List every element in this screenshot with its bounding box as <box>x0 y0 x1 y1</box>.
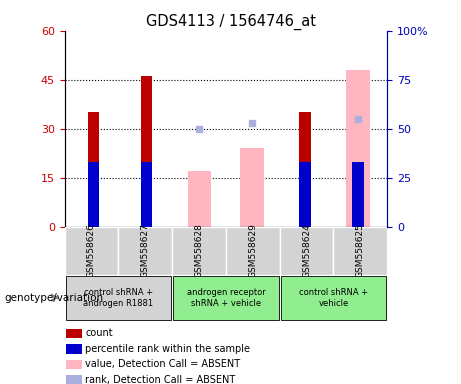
Bar <box>300 162 311 227</box>
Bar <box>66 344 82 354</box>
FancyBboxPatch shape <box>333 227 387 275</box>
Bar <box>352 162 364 227</box>
Text: control shRNA +
vehicle: control shRNA + vehicle <box>299 288 368 308</box>
Text: GDS4113 / 1564746_at: GDS4113 / 1564746_at <box>146 13 315 30</box>
Bar <box>141 76 152 227</box>
Text: control shRNA +
androgen R1881: control shRNA + androgen R1881 <box>83 288 154 308</box>
FancyBboxPatch shape <box>65 276 171 320</box>
Bar <box>346 70 370 227</box>
Text: GSM558627: GSM558627 <box>141 223 150 278</box>
Bar <box>88 113 100 227</box>
FancyBboxPatch shape <box>172 227 226 275</box>
FancyBboxPatch shape <box>280 227 333 275</box>
Bar <box>300 113 311 227</box>
Bar <box>88 162 100 227</box>
Text: GSM558625: GSM558625 <box>356 223 365 278</box>
Bar <box>66 359 82 369</box>
FancyBboxPatch shape <box>281 276 386 320</box>
FancyBboxPatch shape <box>173 276 278 320</box>
FancyBboxPatch shape <box>226 227 280 275</box>
Text: GSM558624: GSM558624 <box>302 223 311 278</box>
FancyBboxPatch shape <box>118 227 172 275</box>
Bar <box>141 162 152 227</box>
Text: GSM558629: GSM558629 <box>248 223 257 278</box>
Text: genotype/variation: genotype/variation <box>5 293 104 303</box>
Text: percentile rank within the sample: percentile rank within the sample <box>85 344 250 354</box>
Text: androgen receptor
shRNA + vehicle: androgen receptor shRNA + vehicle <box>187 288 265 308</box>
Text: GSM558628: GSM558628 <box>195 223 203 278</box>
Bar <box>188 171 211 227</box>
Text: GSM558626: GSM558626 <box>87 223 96 278</box>
Bar <box>66 375 82 384</box>
Text: count: count <box>85 328 113 338</box>
FancyBboxPatch shape <box>65 227 118 275</box>
Text: value, Detection Call = ABSENT: value, Detection Call = ABSENT <box>85 359 241 369</box>
Bar <box>241 148 264 227</box>
Bar <box>66 329 82 338</box>
Text: rank, Detection Call = ABSENT: rank, Detection Call = ABSENT <box>85 375 236 384</box>
